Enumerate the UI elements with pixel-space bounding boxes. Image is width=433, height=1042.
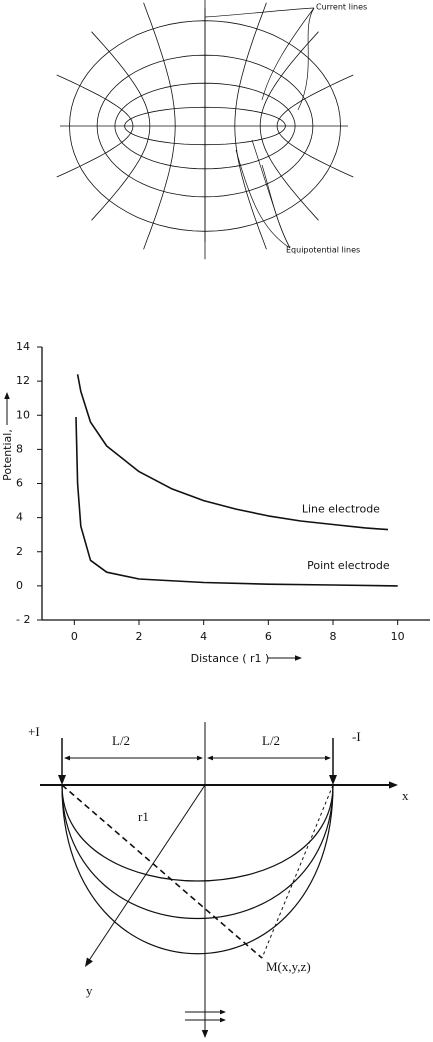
label-point: M(x,y,z) (266, 959, 311, 974)
current-line (91, 125, 151, 221)
arrow-head (207, 755, 213, 761)
arrow-head (85, 957, 93, 967)
arrow-head (201, 1030, 209, 1038)
arrow-head (329, 775, 337, 785)
y-tick-label: 8 (16, 442, 23, 455)
series-line (76, 374, 389, 531)
y-tick-label: 4 (16, 511, 23, 524)
series-label: Line electrode (302, 503, 380, 516)
label-plus: +I (28, 724, 40, 739)
label-y: y (86, 983, 93, 998)
current-line (56, 74, 134, 127)
r-line (261, 784, 334, 959)
y-tick-label: 14 (16, 340, 30, 353)
y-tick-label: 0 (16, 579, 23, 592)
label-half-left: L/2 (112, 733, 130, 748)
y-axis (87, 784, 206, 963)
x-tick-label: 2 (136, 630, 143, 643)
r-line (61, 784, 263, 959)
label-r: r1 (138, 809, 149, 824)
current-line (259, 125, 319, 221)
current-line (276, 125, 354, 178)
label-half-right: L/2 (262, 733, 280, 748)
label-current: Current lines (316, 3, 367, 12)
equipotential-arc (61, 784, 334, 882)
y-tick-label: 10 (16, 408, 30, 421)
arrow-head (295, 655, 302, 661)
arrow-head (197, 755, 203, 761)
current-line (276, 74, 354, 127)
arrow-head (4, 392, 10, 399)
arrow-head (389, 781, 398, 789)
y-tick-label: 2 (16, 545, 23, 558)
current-line (143, 125, 176, 250)
leader-line (261, 7, 315, 101)
label-minus: -I (352, 729, 361, 744)
series-line (75, 416, 398, 587)
current-line (91, 31, 151, 127)
arrow-head (325, 755, 331, 761)
x-tick-label: 6 (265, 630, 272, 643)
y-tick-label: - 2 (16, 613, 30, 626)
series-label: Point electrode (307, 559, 390, 572)
current-line (234, 125, 267, 250)
leader-line (251, 139, 291, 249)
current-line (259, 31, 319, 127)
arrow-head (58, 775, 66, 785)
leader-line (297, 7, 315, 111)
current-line (143, 2, 176, 127)
leader-line (261, 164, 291, 249)
arrow-head (220, 1009, 226, 1015)
x-tick-label: 10 (391, 630, 405, 643)
label-equipotential: Equipotential lines (286, 246, 360, 255)
x-tick-label: 4 (200, 630, 207, 643)
leader-line (235, 149, 291, 249)
leader-line (204, 7, 315, 18)
arrow-head (220, 1017, 226, 1023)
x-tick-label: 0 (71, 630, 78, 643)
y-axis-label: Potential, (1, 429, 14, 481)
y-tick-label: 12 (16, 374, 30, 387)
current-line (234, 2, 267, 127)
x-tick-label: 8 (330, 630, 337, 643)
equipotential-arc (61, 784, 334, 920)
arrow-head (64, 755, 70, 761)
current-line (56, 125, 134, 178)
equipotential-arc (61, 784, 334, 955)
x-axis-label: Distance ( r1 ) (191, 652, 270, 665)
y-tick-label: 6 (16, 477, 23, 490)
label-x: x (402, 788, 409, 803)
